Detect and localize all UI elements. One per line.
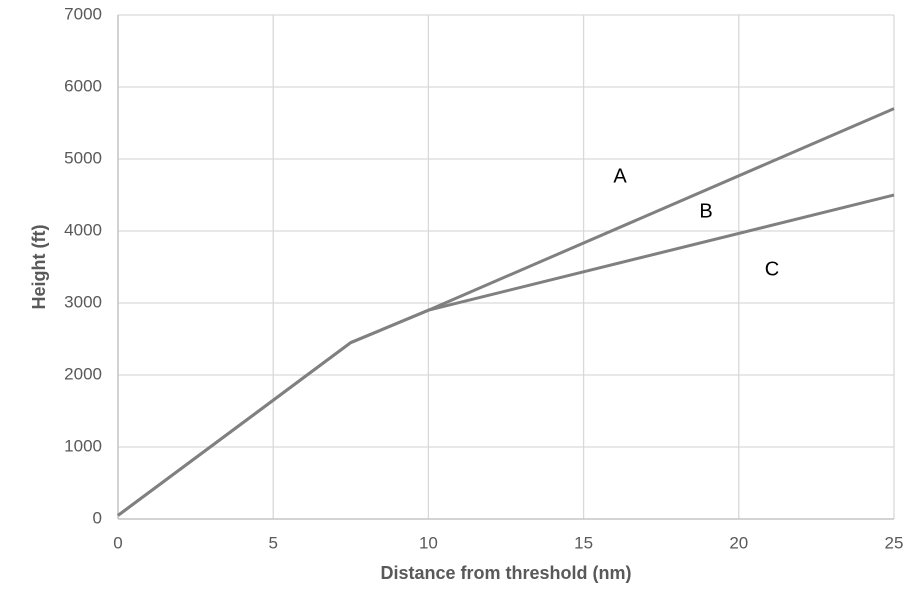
y-tick-label: 3000 [64,292,102,311]
y-tick-label: 5000 [64,148,102,167]
annotation: C [765,258,779,280]
line [117,193,895,517]
annotation: B [699,200,712,222]
y-tick-label: 1000 [64,436,102,455]
x-tick-label: 15 [574,533,593,552]
x-tick-label: 5 [268,533,277,552]
y-tick-label: 0 [93,508,102,527]
x-tick-label: 25 [885,533,904,552]
x-axis-title: Distance from threshold (nm) [380,563,631,583]
y-tick-label: 7000 [64,4,102,23]
x-tick-label: 20 [729,533,748,552]
annotation: A [613,165,627,187]
line [117,107,895,517]
x-tick-label: 10 [419,533,438,552]
y-tick-label: 6000 [64,76,102,95]
y-axis-title: Height (ft) [29,225,49,310]
y-tick-label: 4000 [64,220,102,239]
y-tick-label: 2000 [64,364,102,383]
x-tick-label: 0 [113,533,122,552]
